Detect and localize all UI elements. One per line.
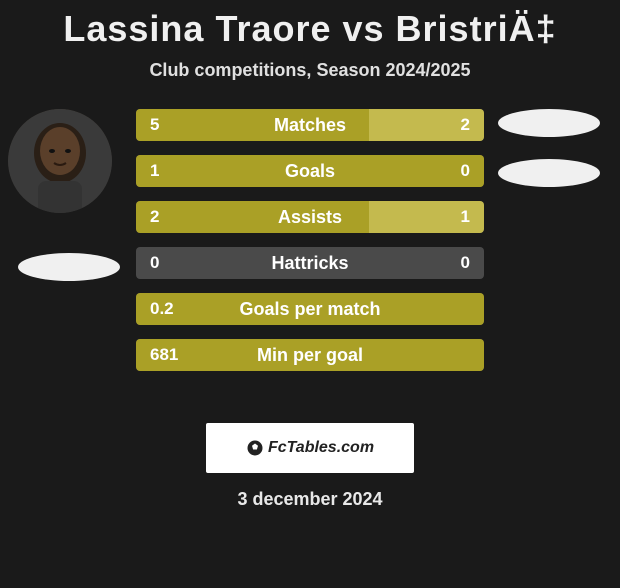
stat-label: Hattricks xyxy=(136,247,484,279)
comparison-content: 52Matches 10Goals 21Assists 00Hattricks 0.2G… xyxy=(0,109,620,409)
stat-label: Goals per match xyxy=(136,293,484,325)
subtitle: Club competitions, Season 2024/2025 xyxy=(0,60,620,81)
stat-row: 10Goals xyxy=(136,155,484,187)
stat-label: Matches xyxy=(136,109,484,141)
page-title: Lassina Traore vs BristriÄ‡ xyxy=(0,8,620,50)
stat-row: 681Min per goal xyxy=(136,339,484,371)
stat-row: 52Matches xyxy=(136,109,484,141)
date-label: 3 december 2024 xyxy=(0,489,620,510)
stat-bars: 52Matches 10Goals 21Assists 00Hattricks 0.2G… xyxy=(136,109,484,371)
player2-avatar-oval xyxy=(498,109,600,137)
stat-label: Goals xyxy=(136,155,484,187)
credit-badge[interactable]: FcTables.com xyxy=(206,423,414,473)
stat-row: 21Assists xyxy=(136,201,484,233)
player1-badge-oval xyxy=(18,253,120,281)
player2-badge-oval xyxy=(498,159,600,187)
credit-text: FcTables.com xyxy=(268,439,374,457)
player1-avatar xyxy=(8,109,112,213)
football-icon xyxy=(246,439,264,457)
stat-label: Assists xyxy=(136,201,484,233)
stat-label: Min per goal xyxy=(136,339,484,371)
stat-row: 00Hattricks xyxy=(136,247,484,279)
stat-row: 0.2Goals per match xyxy=(136,293,484,325)
